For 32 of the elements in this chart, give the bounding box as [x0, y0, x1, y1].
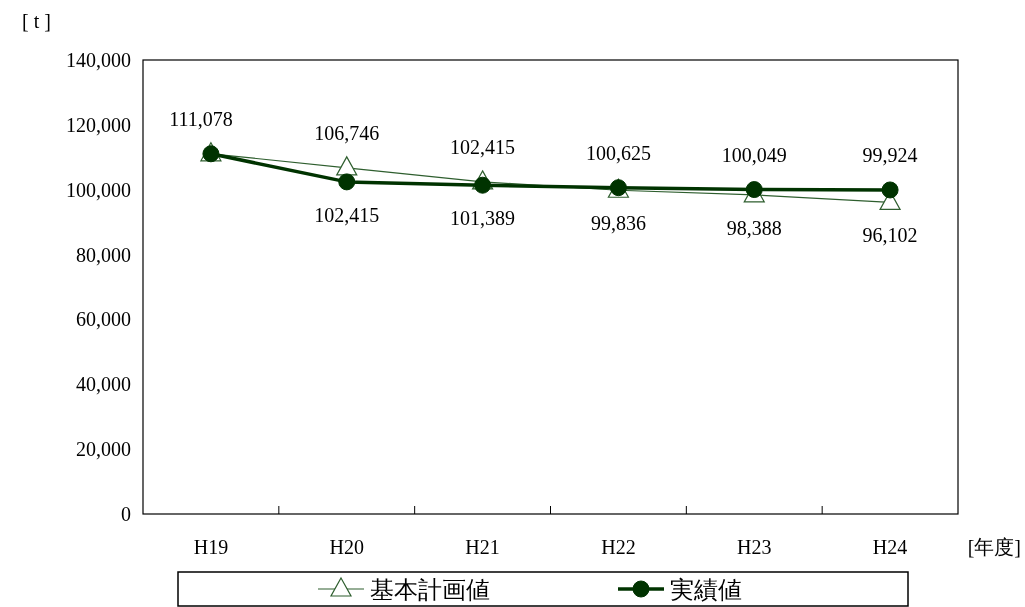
data-label: 100,049: [721, 143, 787, 166]
y-tick-label: 120,000: [66, 113, 131, 136]
data-label: 99,836: [590, 212, 646, 235]
x-axis-title: [年度]: [967, 536, 1021, 558]
y-tick-label: 80,000: [76, 243, 131, 266]
data-label: 101,389: [450, 207, 516, 230]
legend-label: 実績値: [670, 577, 742, 603]
data-label: 96,102: [862, 224, 918, 247]
point: [336, 156, 358, 176]
data-label: 100,625: [585, 141, 651, 164]
x-tick-label: H23: [737, 536, 772, 558]
data-label: 98,388: [726, 216, 782, 239]
x-tick-label: H21: [465, 536, 500, 558]
data-label: 106,746: [314, 121, 380, 144]
x-tick-label: H20: [329, 536, 364, 558]
data-label: 99,924: [862, 143, 918, 166]
legend-label: 基本計画値: [370, 577, 490, 603]
data-label: 102,415: [450, 135, 516, 158]
y-tick-label: 0: [121, 503, 131, 525]
y-tick-label: 140,000: [66, 49, 131, 71]
x-tick-label: H19: [193, 536, 229, 558]
data-label: 111,078: [169, 107, 233, 130]
point: [881, 181, 899, 199]
y-tick-label: 60,000: [76, 308, 131, 331]
y-tick-label: 20,000: [76, 438, 131, 461]
x-tick-label: H22: [601, 536, 636, 558]
y-tick-label: 40,000: [76, 373, 131, 396]
x-tick-label: H24: [872, 536, 908, 558]
y-axis-title: [ t ]: [22, 10, 51, 32]
point: [338, 173, 356, 191]
data-label: 102,415: [314, 203, 380, 226]
y-tick-label: 100,000: [66, 178, 131, 201]
